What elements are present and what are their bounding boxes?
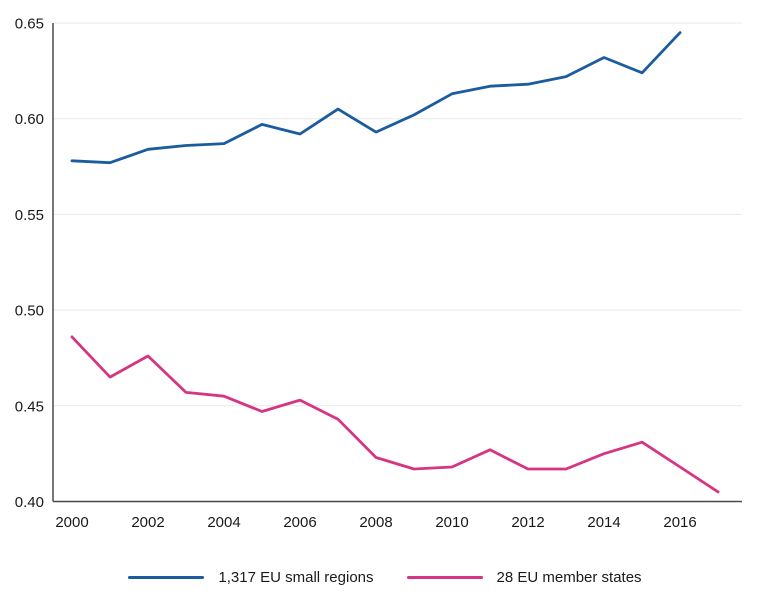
legend-item-member-states: 28 EU member states [406,569,642,586]
x-tick-label: 2012 [511,514,544,531]
x-tick-label: 2000 [55,514,88,531]
x-tick-label: 2016 [663,514,696,531]
chart-legend: 1,317 EU small regions 28 EU member stat… [0,545,770,586]
y-tick-label: 0.40 [15,494,44,511]
series-line-0 [70,31,682,165]
y-tick-label: 0.60 [15,111,44,128]
legend-line-swatch-blue [128,576,205,579]
y-tick-label: 0.55 [15,207,44,224]
x-tick-label: 2002 [131,514,164,531]
y-tick-label: 0.50 [15,303,44,320]
y-tick-label: 0.65 [15,16,44,33]
x-tick-label: 2014 [587,514,620,531]
legend-item-small-regions: 1,317 EU small regions [128,569,374,586]
legend-label-member-states: 28 EU member states [496,569,642,586]
series-line-1 [70,335,720,494]
line-chart: 0.40 0.45 0.50 0.55 0.60 0.65 2000 2002 2004 2006… [15,16,742,531]
y-tick-label: 0.45 [15,398,44,415]
legend-line-swatch-pink [406,576,483,579]
x-tick-label: 2006 [283,514,316,531]
x-tick-label: 2004 [207,514,240,531]
legend-label-small-regions: 1,317 EU small regions [218,569,374,586]
x-tick-label: 2010 [435,514,468,531]
x-tick-label: 2008 [359,514,392,531]
